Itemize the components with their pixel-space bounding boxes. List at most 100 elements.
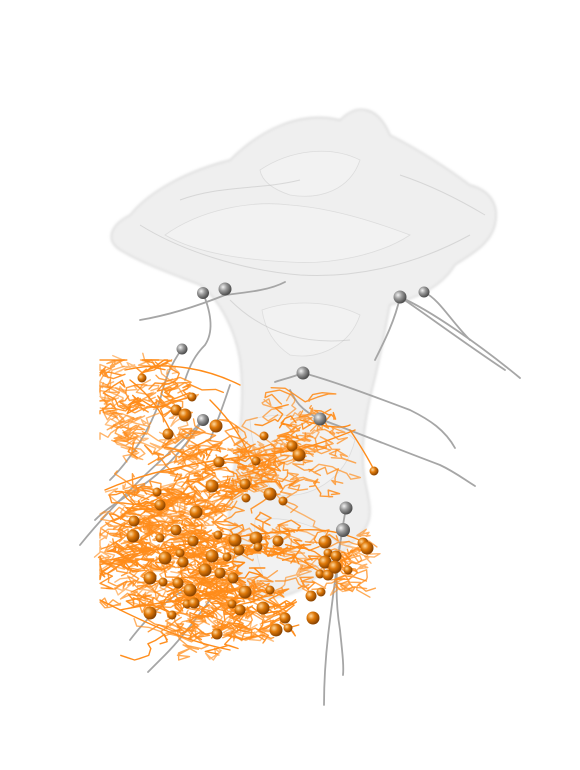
orange-soma-sphere: [158, 551, 172, 565]
orange-branch: [119, 403, 149, 414]
orange-branch: [108, 365, 130, 409]
gray-soma-sphere: [197, 414, 209, 426]
orange-branch: [261, 398, 283, 422]
orange-branch: [120, 558, 150, 571]
gray-soma-sphere: [339, 501, 353, 515]
orange-branch: [112, 416, 134, 430]
orange-soma-sphere: [178, 408, 192, 422]
orange-neuron-arbor: [93, 352, 381, 661]
orange-branch: [219, 419, 245, 447]
orange-branch: [109, 532, 131, 541]
orange-branch: [240, 570, 279, 600]
orange-branch: [334, 580, 356, 593]
orange-branch: [270, 387, 337, 403]
orange-soma-sphere: [175, 548, 185, 558]
orange-branch: [346, 564, 377, 592]
orange-branch: [308, 463, 362, 480]
orange-branch: [100, 567, 140, 590]
orange-branch: [313, 529, 339, 544]
orange-branch: [240, 476, 270, 496]
gray-soma-sphere: [336, 523, 350, 537]
orange-soma-sphere: [154, 499, 166, 511]
orange-branch: [167, 494, 209, 507]
orange-soma-sphere: [286, 440, 298, 452]
orange-branch: [211, 514, 239, 536]
orange-soma-sphere: [137, 373, 147, 383]
orange-branch: [222, 623, 271, 640]
orange-branch: [309, 478, 341, 498]
orange-soma-sphere: [315, 569, 325, 579]
orange-branch: [287, 472, 320, 491]
orange-soma-sphere: [187, 535, 199, 547]
orange-branch: [114, 583, 139, 596]
orange-branch: [213, 503, 245, 521]
orange-branch: [227, 447, 250, 472]
gray-soma-sphere: [313, 412, 327, 426]
orange-branch: [99, 379, 120, 394]
orange-branch: [174, 498, 199, 513]
orange-branch: [204, 607, 223, 628]
orange-soma-sphere: [292, 448, 306, 462]
orange-branch: [329, 582, 353, 596]
orange-branch: [160, 616, 182, 641]
orange-branch: [176, 644, 200, 661]
orange-branch: [119, 591, 147, 601]
orange-soma-sphere: [143, 571, 157, 585]
orange-branch: [140, 412, 160, 426]
gray-soma-sphere: [393, 290, 407, 304]
orange-soma-sphere: [187, 392, 197, 402]
orange-soma-sphere: [330, 550, 342, 562]
orange-soma-sphere: [360, 541, 374, 555]
orange-soma-sphere: [228, 533, 242, 547]
orange-branch: [126, 398, 146, 415]
orange-soma-sphere: [126, 529, 140, 543]
orange-branch: [250, 511, 272, 534]
orange-soma-sphere: [269, 623, 283, 637]
orange-soma-sphere: [188, 597, 200, 609]
orange-branch: [151, 498, 178, 526]
orange-soma-sphere: [318, 535, 332, 549]
orange-soma-sphere: [222, 552, 232, 562]
orange-soma-sphere: [253, 542, 263, 552]
orange-branch: [99, 599, 231, 651]
orange-branch: [248, 610, 275, 622]
orange-branch: [181, 578, 228, 602]
orange-branch: [169, 532, 222, 543]
orange-soma-sphere: [209, 419, 223, 433]
orange-branch: [266, 549, 300, 565]
orange-branch: [299, 419, 351, 428]
gray-soma-sphere: [197, 287, 209, 299]
gray-soma-sphere: [218, 282, 232, 296]
orange-soma-sphere: [279, 612, 291, 624]
orange-branch: [328, 426, 349, 445]
orange-soma-sphere: [241, 493, 251, 503]
orange-branch: [274, 577, 310, 593]
orange-branch: [112, 354, 137, 374]
orange-branch: [356, 528, 371, 538]
gray-soma-sphere: [296, 366, 310, 380]
orange-soma-sphere: [369, 466, 379, 476]
orange-soma-sphere: [328, 560, 342, 574]
orange-soma-sphere: [189, 505, 203, 519]
orange-branch: [124, 489, 148, 512]
orange-branch: [157, 522, 199, 546]
orange-soma-sphere: [170, 524, 182, 536]
orange-soma-sphere: [198, 563, 212, 577]
orange-soma-markers: [126, 373, 379, 640]
orange-branch: [114, 415, 142, 445]
orange-soma-sphere: [211, 628, 223, 640]
orange-soma-sphere: [172, 577, 184, 589]
orange-soma-sphere: [318, 555, 332, 569]
orange-soma-sphere: [251, 456, 261, 466]
orange-branch: [225, 481, 243, 498]
orange-branch: [330, 449, 357, 464]
orange-branch: [230, 593, 295, 616]
orange-branch: [256, 457, 282, 472]
orange-branch: [129, 379, 171, 431]
orange-branch: [147, 457, 187, 474]
orange-branch: [176, 617, 200, 633]
orange-branch: [103, 561, 128, 589]
orange-soma-sphere: [214, 567, 226, 579]
orange-branch: [156, 381, 179, 398]
orange-branch: [147, 623, 185, 633]
